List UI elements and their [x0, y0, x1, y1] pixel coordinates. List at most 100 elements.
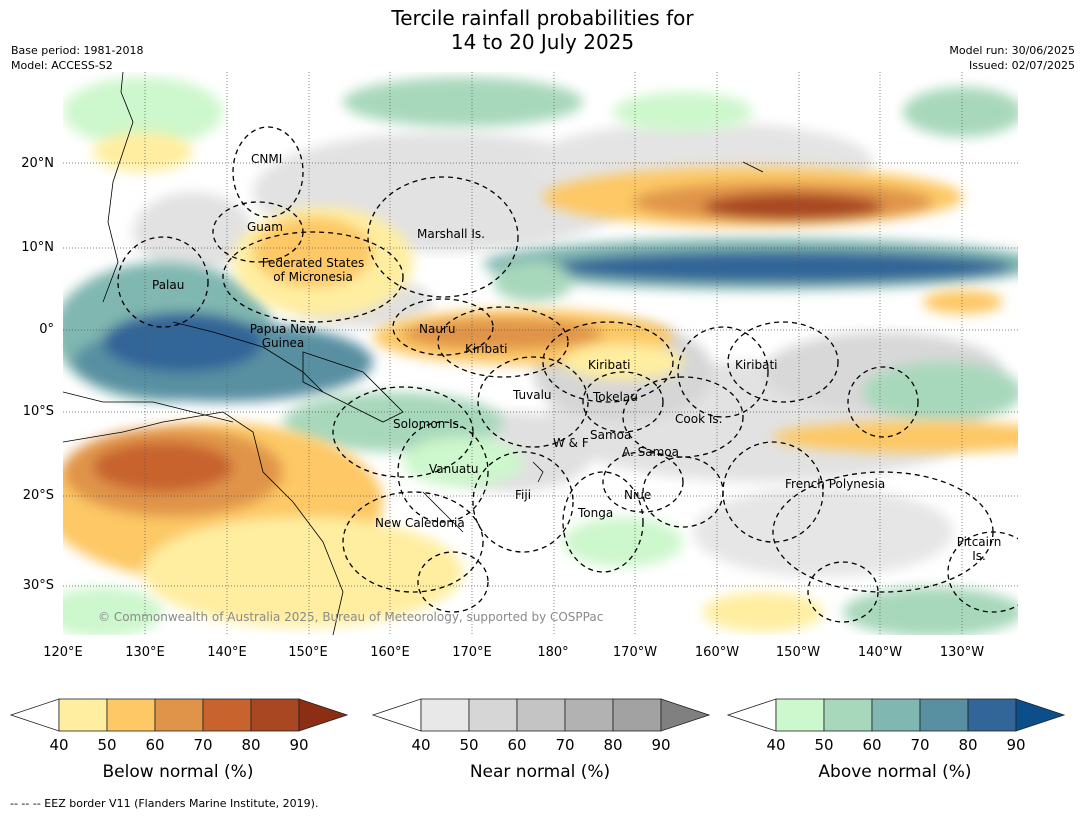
- colorbar-segment: [420, 698, 470, 732]
- region-png-line2: Guinea: [261, 336, 305, 350]
- colorbar-tick-label: 40: [411, 736, 431, 754]
- region-kiribati-central: Kiribati: [588, 358, 631, 372]
- region-fsm: Federated States of Micronesia: [258, 256, 368, 284]
- colorbar-segment: [250, 698, 300, 732]
- region-png-line1: Papua New: [249, 322, 317, 336]
- eez-borders: [117, 126, 1018, 623]
- colorbar-tick-label: 50: [97, 736, 117, 754]
- meta-right: Model run: 30/06/2025 Issued: 02/07/2025: [949, 43, 1075, 73]
- rainfall-map: CNMI Guam Marshall Is. Federated States …: [63, 72, 1018, 635]
- region-niue: Niue: [624, 488, 652, 502]
- colorbar-graphic: [371, 698, 711, 732]
- lon-label-140e: 140°E: [207, 645, 247, 660]
- colorbar-near-normal: [371, 698, 711, 736]
- colorbar-tick-label: 90: [651, 736, 671, 754]
- colorbar-segment: [823, 698, 873, 732]
- colorbar-segment: [468, 698, 518, 732]
- region-pitcairn: Pitcairn Is.: [951, 535, 1007, 563]
- colorbar-tick-label: 90: [1006, 736, 1026, 754]
- region-tokelau: Tokelau: [593, 390, 638, 404]
- region-wallis-futuna: W & F: [553, 436, 589, 450]
- colorbar-tick-label: 80: [603, 736, 623, 754]
- region-samoa: Samoa: [590, 428, 632, 442]
- map-title: Tercile rainfall probabilities for 14 to…: [0, 6, 1085, 54]
- region-tonga: Tonga: [578, 506, 614, 520]
- lon-label-140w: 140°W: [857, 645, 903, 660]
- region-fsm-line2: of Micronesia: [273, 270, 353, 284]
- lon-label-160e: 160°E: [370, 645, 410, 660]
- lon-label-170e: 170°E: [452, 645, 492, 660]
- colorbar-tick-label: 50: [814, 736, 834, 754]
- colorbar-title: Above normal (%): [818, 762, 972, 782]
- lat-label-10n: 10°N: [21, 240, 54, 255]
- colorbar-segment: [202, 698, 252, 732]
- colorbar-segment: [516, 698, 566, 732]
- colorbar-tick-label: 70: [193, 736, 213, 754]
- colorbar-tick-label: 40: [49, 736, 69, 754]
- lon-label-150e: 150°E: [288, 645, 328, 660]
- colorbar-title: Below normal (%): [102, 762, 254, 782]
- lat-label-20s: 20°S: [22, 488, 54, 503]
- colorbar-segment: [871, 698, 921, 732]
- colorbar-extend-high: [660, 698, 711, 732]
- colorbar-tick-label: 80: [958, 736, 978, 754]
- region-cook: Cook Is.: [675, 412, 723, 426]
- colorbar-tick-label: 80: [241, 736, 261, 754]
- region-solomon: Solomon Is.: [393, 417, 463, 431]
- graticule: [63, 72, 1018, 635]
- meta-left: Base period: 1981-2018 Model: ACCESS-S2: [11, 43, 143, 73]
- lon-label-170w: 170°W: [612, 645, 658, 660]
- region-pitcairn-line2: Is.: [972, 549, 986, 563]
- above-normal-field: [63, 77, 1018, 635]
- region-palau: Palau: [152, 278, 185, 292]
- lat-label-10s: 10°S: [22, 404, 54, 419]
- colorbar-extend-low: [9, 698, 60, 732]
- colorbar-extend-high: [1015, 698, 1066, 732]
- colorbar-tick-label: 60: [507, 736, 527, 754]
- lon-label-130w: 130°W: [939, 645, 985, 660]
- colorbar-extend-low: [726, 698, 777, 732]
- colorbar-segment: [564, 698, 614, 732]
- lon-label-120e: 120°E: [43, 645, 83, 660]
- colorbar-tick-label: 70: [555, 736, 575, 754]
- colorbar-tick-label: 70: [910, 736, 930, 754]
- colorbar-segment: [106, 698, 156, 732]
- model-run: Model run: 30/06/2025: [949, 44, 1075, 57]
- issued-date: Issued: 02/07/2025: [968, 59, 1075, 72]
- region-marshall: Marshall Is.: [417, 227, 485, 241]
- lat-label-eq: 0°: [39, 322, 54, 337]
- colorbar-extend-high: [298, 698, 349, 732]
- title-line-2: 14 to 20 July 2025: [450, 30, 635, 54]
- region-guam: Guam: [247, 220, 283, 234]
- region-vanuatu: Vanuatu: [429, 462, 479, 476]
- coastlines: [63, 72, 764, 635]
- title-line-1: Tercile rainfall probabilities for: [391, 6, 694, 30]
- colorbar-graphic: [9, 698, 349, 732]
- lon-label-150w: 150°W: [775, 645, 821, 660]
- region-new-caledonia: New Caledonia: [375, 516, 465, 530]
- region-american-samoa: A. Samoa: [622, 445, 679, 459]
- footnote: -- -- -- EEZ border V11 (Flanders Marine…: [10, 797, 319, 810]
- colorbar-segment: [612, 698, 662, 732]
- colorbar-title: Near normal (%): [469, 762, 611, 782]
- copyright-notice: © Commonwealth of Australia 2025, Bureau…: [98, 610, 604, 624]
- region-fiji: Fiji: [515, 488, 532, 502]
- lat-label-30s: 30°S: [22, 578, 54, 593]
- base-period: Base period: 1981-2018: [11, 44, 144, 57]
- region-tuvalu: Tuvalu: [513, 388, 552, 402]
- colorbar-segment: [919, 698, 969, 732]
- colorbar-above-normal: [726, 698, 1066, 736]
- lat-label-20n: 20°N: [21, 156, 54, 171]
- region-pitcairn-line1: Pitcairn: [956, 535, 1002, 549]
- region-cnmi: CNMI: [251, 152, 283, 166]
- below-normal-field: [63, 132, 1018, 632]
- model-name: Model: ACCESS-S2: [11, 59, 113, 72]
- lon-label-160w: 160°W: [694, 645, 740, 660]
- region-fsm-line1: Federated States: [261, 256, 365, 270]
- map-canvas: [63, 72, 1018, 635]
- colorbar-graphic: [726, 698, 1066, 732]
- colorbar-segment: [775, 698, 825, 732]
- region-french-polynesia: French Polynesia: [785, 477, 886, 491]
- region-kiribati-west: Kiribati: [465, 342, 508, 356]
- colorbar-segment: [58, 698, 108, 732]
